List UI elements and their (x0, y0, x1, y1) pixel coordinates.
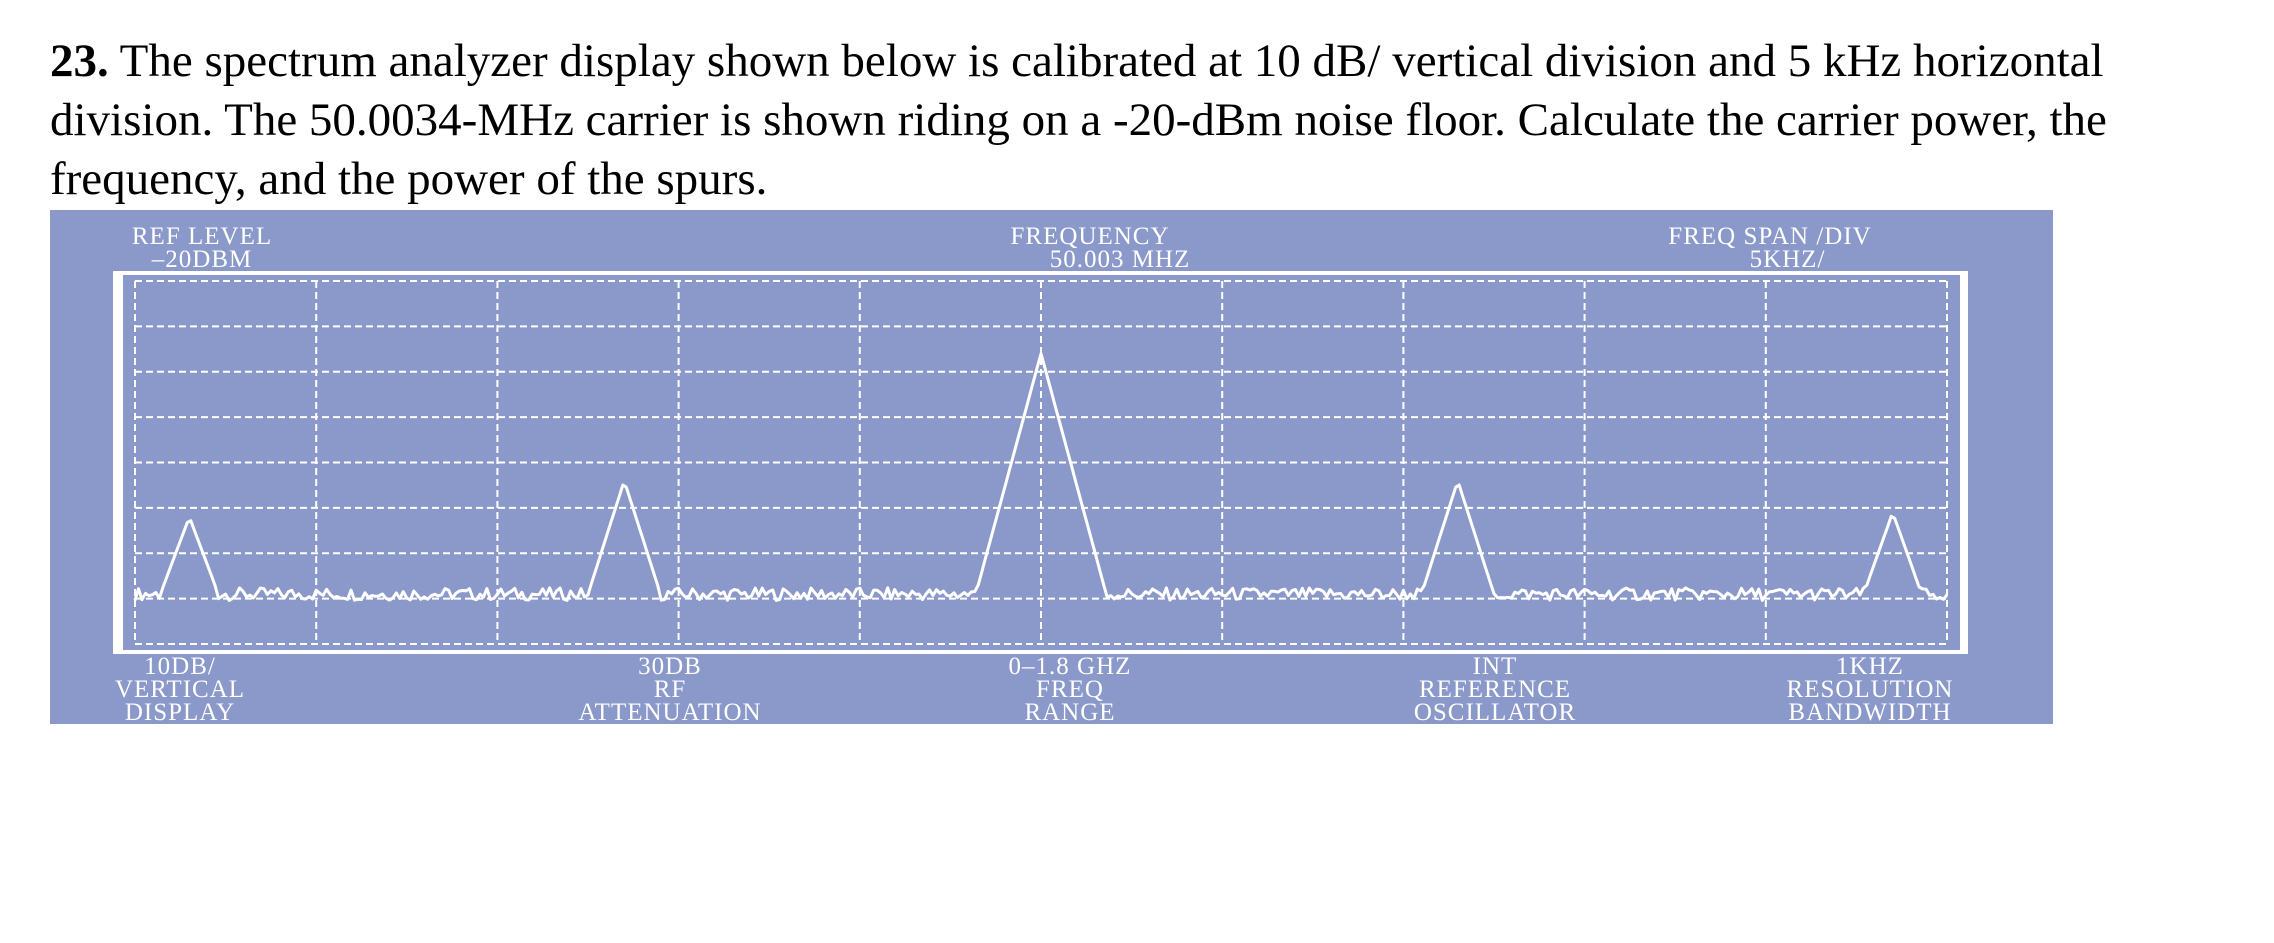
ref-level-value: –20DBM (151, 246, 253, 273)
frequency-label: FREQUENCY 50.003 MHZ (945, 223, 1235, 273)
question-number: 23. (50, 35, 109, 87)
ref-level-label: REF LEVEL –20DBM (112, 223, 292, 273)
rf-attenuation-label: 30DB RF ATTENUATION (515, 653, 825, 726)
vertical-display-value: 10DB/ (144, 653, 216, 680)
resolution-bandwidth-value: 1KHZ (1836, 653, 1904, 680)
freq-span-title: FREQ SPAN /DIV (1668, 223, 1872, 250)
spectrum-trace (133, 352, 1949, 602)
analyzer-screen (113, 271, 1968, 654)
freq-span-label: FREQ SPAN /DIV 5KHZ/ (1615, 223, 1925, 273)
rf-attenuation-line2: RF (653, 676, 687, 703)
graticule (134, 280, 1948, 645)
freq-range-value: 0–1.8 GHZ (1008, 653, 1132, 680)
resolution-bandwidth-line2: RESOLUTION (1786, 676, 1954, 703)
vertical-display-line3: DISPLAY (124, 699, 236, 726)
reference-oscillator-value: INT (1472, 653, 1518, 680)
reference-oscillator-line2: REFERENCE (1418, 676, 1572, 703)
spectrum-analyzer-display: REF LEVEL –20DBM FREQUENCY 50.003 MHZ FR… (50, 210, 2053, 726)
vertical-display-line2: VERTICAL (114, 676, 246, 703)
question-body: The spectrum analyzer display shown belo… (50, 35, 2107, 205)
reference-oscillator-line3: OSCILLATOR (1413, 699, 1577, 726)
freq-range-line2: FREQ (1036, 676, 1104, 703)
resolution-bandwidth-label: 1KHZ RESOLUTION BANDWIDTH (1725, 653, 2015, 726)
freq-span-value: 5KHZ/ (1749, 246, 1826, 273)
rf-attenuation-value: 30DB (638, 653, 702, 680)
freq-range-line3: RANGE (1024, 699, 1116, 726)
frequency-title: FREQUENCY (1010, 223, 1170, 250)
vertical-display-label: 10DB/ VERTICAL DISPLAY (100, 653, 260, 726)
ref-level-title: REF LEVEL (131, 223, 273, 250)
reference-oscillator-label: INT REFERENCE OSCILLATOR (1330, 653, 1660, 726)
freq-range-label: 0–1.8 GHZ FREQ RANGE (950, 653, 1190, 726)
question-text: 23. The spectrum analyzer display shown … (50, 32, 2250, 209)
frequency-value: 50.003 MHZ (1049, 246, 1191, 273)
rf-attenuation-line3: ATTENUATION (578, 699, 762, 726)
resolution-bandwidth-line3: BANDWIDTH (1788, 699, 1952, 726)
